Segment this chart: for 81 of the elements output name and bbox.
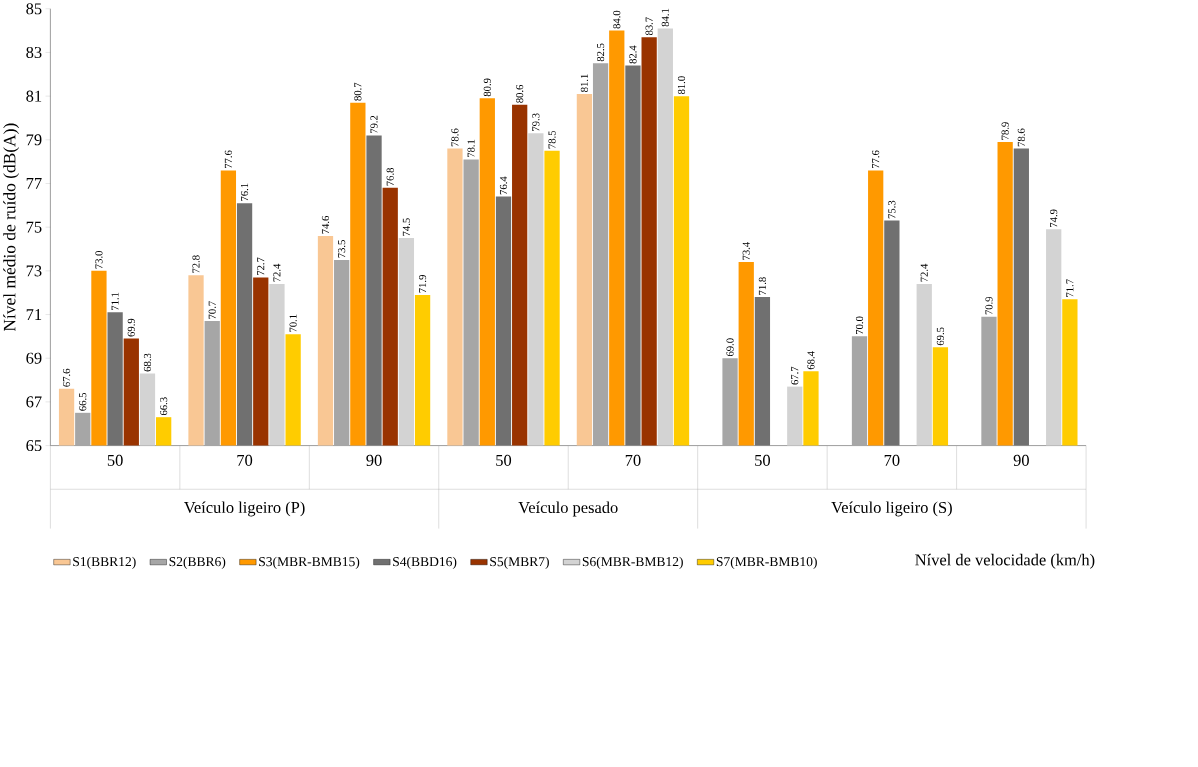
data-label: 70.9 <box>985 297 993 315</box>
legend-label: S7(MBR-BMB10) <box>716 556 817 570</box>
data-label: 76.8 <box>386 168 394 186</box>
legend-label: S1(BBR12) <box>73 556 136 570</box>
data-label: 71.1 <box>111 292 119 311</box>
data-label: 73.5 <box>338 240 346 258</box>
data-label: 70.7 <box>208 301 216 319</box>
data-label: 73.0 <box>95 251 103 269</box>
data-label: 76.1 <box>240 183 249 201</box>
data-label: 72.4 <box>273 264 281 282</box>
legend-label: S4(BBD16) <box>393 556 457 570</box>
data-label: 78.6 <box>1017 128 1025 147</box>
y-axis-title: Nível médio de ruído (dB(A)) <box>3 123 20 332</box>
data-label: 71.8 <box>758 277 767 295</box>
data-label: 70.0 <box>855 316 864 335</box>
x-tick-label: 90 <box>366 454 382 467</box>
legend-label: S2(BBR6) <box>169 556 226 570</box>
data-label: 66.5 <box>79 393 87 411</box>
legend-label: S6(MBR-BMB12) <box>582 556 683 570</box>
data-label: 72.8 <box>192 255 200 274</box>
data-label: 69.5 <box>936 327 945 346</box>
data-label: 72.4 <box>920 264 928 282</box>
data-label: 74.6 <box>321 216 330 234</box>
data-label: 80.7 <box>354 82 362 101</box>
data-label: 84.1 <box>661 8 669 27</box>
data-label: 71.7 <box>1066 279 1074 298</box>
x-tick-label: 70 <box>884 454 900 467</box>
data-label: 70.1 <box>289 314 297 333</box>
text: Veículo ligeiro (P) <box>184 501 305 517</box>
y-tick-label: 73 <box>26 265 42 277</box>
data-label: 79.2 <box>370 115 378 134</box>
data-label: 83.7 <box>645 17 653 36</box>
data-label: 68.3 <box>143 353 152 372</box>
text: Veículo ligeiro (S) <box>831 501 952 517</box>
data-label: 73.4 <box>742 242 750 260</box>
data-label: 82.5 <box>596 43 605 62</box>
data-label: 77.6 <box>224 150 232 169</box>
data-label: 78.6 <box>451 128 459 147</box>
data-label: 78.5 <box>548 131 556 149</box>
data-label: 72.7 <box>257 257 265 276</box>
x-tick-label: 70 <box>237 454 253 467</box>
x-tick-label: 50 <box>496 454 512 467</box>
data-label: 68.4 <box>807 351 815 370</box>
text: Veículo pesado <box>518 501 618 517</box>
x-tick-label: 70 <box>625 454 641 467</box>
legend-label: S3(MBR-BMB15) <box>259 556 360 570</box>
y-tick-label: 81 <box>26 90 42 102</box>
data-label: 69.9 <box>127 318 135 337</box>
data-label: 75.3 <box>888 200 896 219</box>
y-tick-label: 83 <box>26 47 42 59</box>
data-label: 67.6 <box>62 369 71 387</box>
data-label: 81.1 <box>580 74 589 93</box>
data-label: 76.4 <box>499 176 508 195</box>
y-tick-label: 65 <box>26 440 42 452</box>
data-label: 66.3 <box>160 397 168 416</box>
data-label: 74.5 <box>402 218 410 236</box>
data-label: 82.4 <box>629 45 637 64</box>
y-tick-label: 77 <box>26 178 42 190</box>
data-label: 69.0 <box>726 338 734 357</box>
data-label: 84.0 <box>613 10 621 29</box>
data-label: 71.9 <box>418 275 427 293</box>
data-label: 80.6 <box>516 85 524 103</box>
data-label: 67.7 <box>791 366 799 385</box>
data-label: 79.3 <box>532 113 540 132</box>
data-label: 78.1 <box>467 140 475 158</box>
data-label: 74.9 <box>1050 209 1058 228</box>
data-label: 77.6 <box>872 150 880 169</box>
x-tick-label: 90 <box>1013 454 1029 467</box>
data-label: 78.9 <box>1001 122 1009 140</box>
text: Nível de velocidade (km/h) <box>915 554 1095 569</box>
y-tick-label: 79 <box>26 134 42 146</box>
x-tick-label: 50 <box>755 454 771 467</box>
y-tick-label: 71 <box>26 309 42 321</box>
legend-label: S5(MBR7) <box>490 556 549 570</box>
x-tick-label: 50 <box>107 454 123 467</box>
y-tick-label: 67 <box>26 396 42 408</box>
data-label: 80.9 <box>483 78 491 97</box>
y-tick-label: 85 <box>26 3 42 15</box>
data-label: 81.0 <box>677 76 686 95</box>
y-tick-label: 69 <box>26 352 42 364</box>
y-tick-label: 75 <box>26 221 42 233</box>
